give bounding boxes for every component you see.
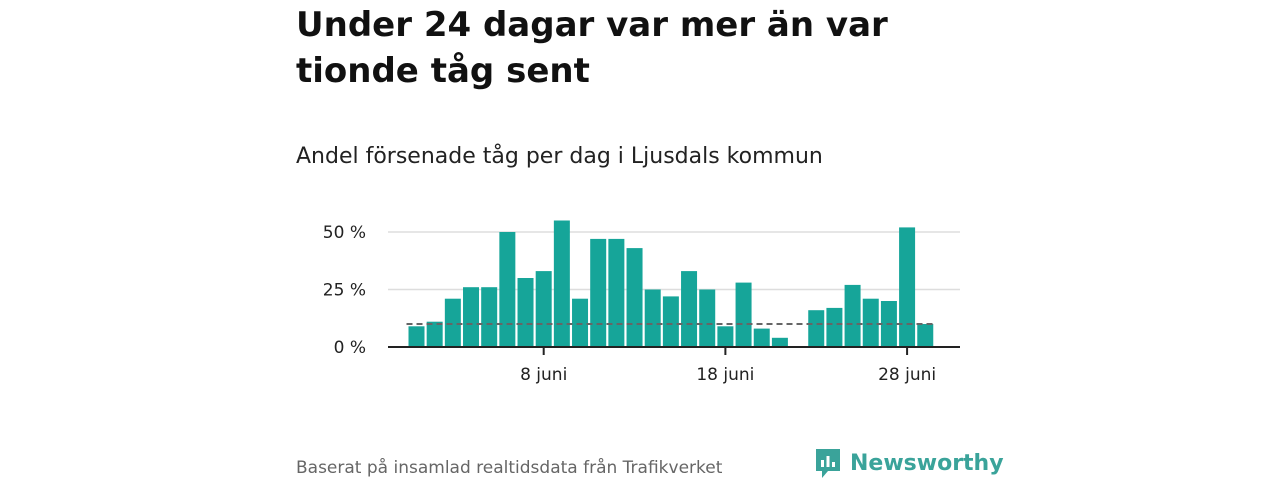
bar — [699, 289, 716, 347]
bar — [771, 337, 788, 347]
y-tick-label: 50 % — [323, 223, 366, 243]
x-tick-label: 8 juni — [520, 365, 567, 385]
bar — [481, 287, 498, 347]
bar — [735, 282, 752, 347]
bar — [644, 289, 661, 347]
bar — [608, 238, 625, 347]
bar — [590, 238, 607, 347]
bar — [572, 298, 589, 347]
bar — [826, 307, 843, 347]
x-tick-label: 28 juni — [878, 365, 936, 385]
bar — [917, 324, 934, 347]
source-note: Baserat på insamlad realtidsdata från Tr… — [296, 458, 723, 478]
bar — [408, 326, 425, 347]
axes: 0 % 25 % 50 % 8 juni 18 juni 28 juni — [323, 223, 960, 385]
bar — [844, 284, 861, 347]
y-tick-label: 25 % — [323, 281, 366, 301]
newsworthy-logo-icon — [816, 449, 840, 478]
brand-name: Newsworthy — [850, 450, 1004, 476]
bar — [626, 248, 643, 347]
bars — [408, 220, 934, 347]
bar — [517, 278, 534, 347]
x-tick-label: 18 juni — [696, 365, 754, 385]
bar — [717, 326, 734, 347]
bar — [862, 298, 879, 347]
bar — [499, 232, 516, 347]
bar — [662, 296, 679, 347]
bar — [553, 220, 570, 347]
bar — [899, 227, 916, 347]
brand-logo: Newsworthy — [814, 446, 1004, 480]
bar — [753, 328, 770, 347]
gridlines — [388, 231, 960, 291]
y-tick-label: 0 % — [334, 338, 366, 358]
bar — [444, 298, 461, 347]
bar — [535, 271, 552, 347]
chart-headline: Under 24 dagar var mer än var tionde tåg… — [296, 5, 888, 91]
bar — [463, 287, 480, 347]
bar — [681, 271, 698, 347]
bar — [426, 321, 443, 347]
chart-subtitle: Andel försenade tåg per dag i Ljusdals k… — [296, 144, 823, 169]
bar — [808, 310, 825, 347]
